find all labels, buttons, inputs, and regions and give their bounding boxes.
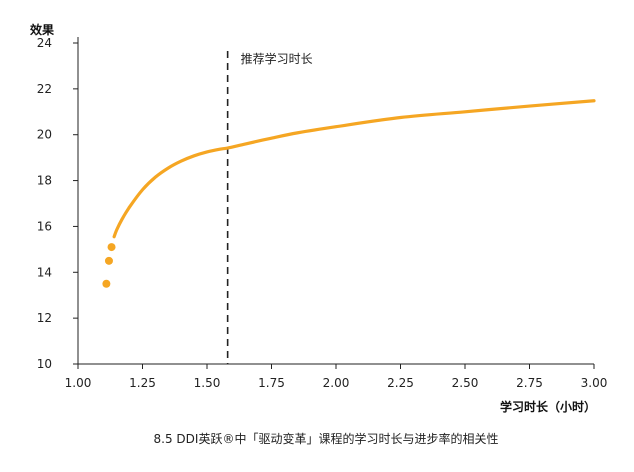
y-axis-title: 效果	[30, 22, 54, 37]
data-point	[104, 256, 113, 265]
axes: 10 12 14 16 18 20 22 24 1.00 1.25 1.50 1.75 2.00 2.25…	[37, 36, 608, 390]
x-tick-label: 2.25	[387, 376, 414, 390]
data-point	[102, 279, 111, 288]
y-tick-label: 20	[37, 128, 52, 142]
chart-caption: 8.5 DDI英跃®中「驱动变革」课程的学习时长与进步率的相关性	[154, 431, 499, 446]
x-tick-label: 2.75	[516, 376, 543, 390]
reference-line-group: 推荐学习时长	[226, 51, 313, 364]
series-group	[102, 99, 596, 288]
y-tick-label: 14	[37, 265, 52, 279]
y-tick-label: 16	[37, 219, 52, 233]
y-tick-label: 18	[37, 174, 52, 188]
y-tick-label: 12	[37, 311, 52, 325]
y-tick-label: 22	[37, 82, 52, 96]
x-tick-label: 2.50	[452, 376, 479, 390]
series-line	[112, 99, 596, 239]
x-tick-label: 2.00	[323, 376, 350, 390]
reference-line-label: 推荐学习时长	[241, 51, 313, 66]
data-point	[107, 243, 116, 252]
y-tick-label: 24	[37, 36, 52, 50]
x-tick-label: 1.25	[129, 376, 156, 390]
x-axis-title: 学习时长（小时）	[500, 399, 596, 414]
x-tick-label: 1.00	[65, 376, 92, 390]
x-tick-label: 1.50	[194, 376, 221, 390]
y-tick-label: 10	[37, 357, 52, 371]
x-tick-label: 1.75	[258, 376, 285, 390]
x-tick-label: 3.00	[581, 376, 608, 390]
